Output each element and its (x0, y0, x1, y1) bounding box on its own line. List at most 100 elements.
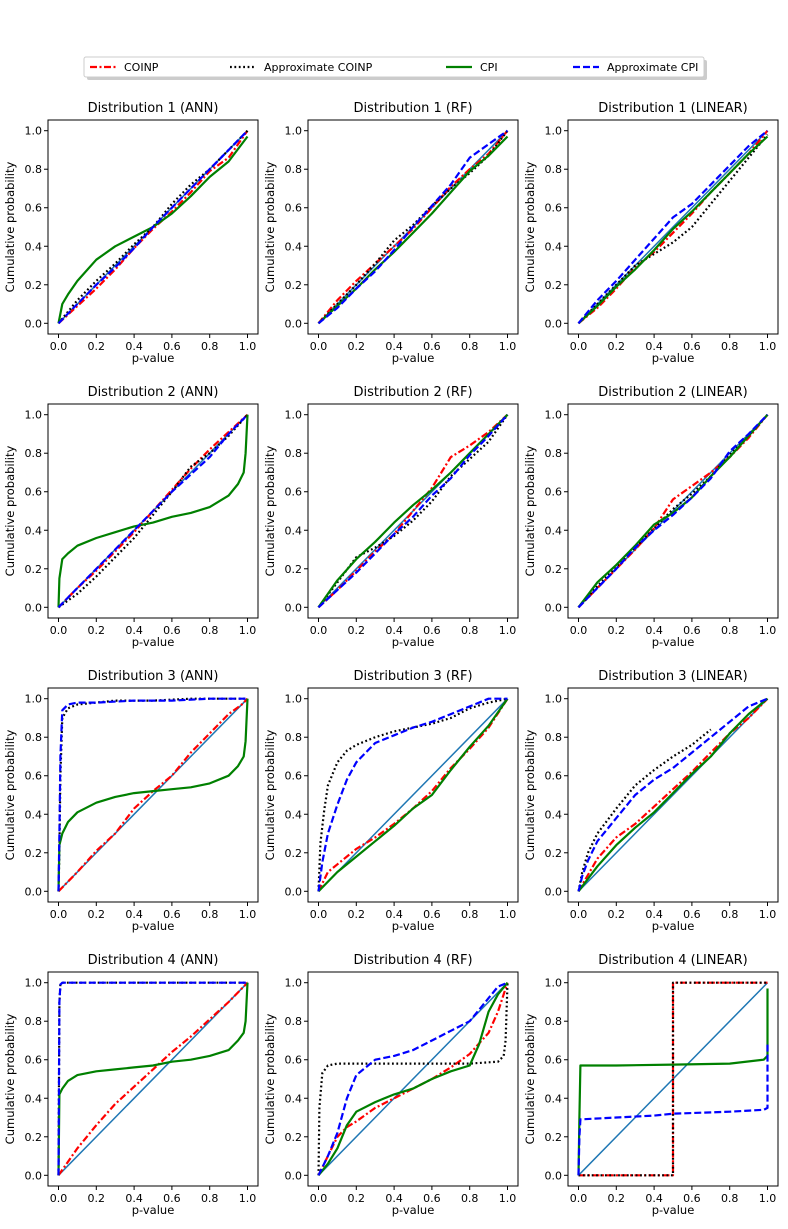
x-tick-label: 1.0 (499, 1192, 517, 1205)
series-line (577, 130, 769, 325)
x-tick-label: 0.6 (683, 1192, 701, 1205)
y-axis-label: Cumulative probability (3, 729, 17, 860)
y-tick-label: 0.0 (285, 885, 303, 898)
y-tick-label: 0.0 (285, 601, 303, 614)
y-tick-label: 0.8 (285, 1015, 303, 1028)
x-tick-label: 0.6 (683, 908, 701, 921)
x-tick-label: 1.0 (499, 624, 517, 637)
y-tick-label: 0.6 (25, 1054, 43, 1067)
chart-panel: 0.0 0.2 0.4 0.6 0.8 1.0 0.0 0.2 0.4 0.6 0.8 1.0 Dist… (3, 101, 259, 365)
y-tick-label: 0.8 (545, 731, 563, 744)
y-tick-label: 0.4 (25, 524, 43, 537)
y-tick-label: 0.0 (545, 1169, 563, 1182)
y-axis-label: Cumulative probability (523, 161, 537, 292)
y-tick-label: 0.0 (25, 601, 43, 614)
y-tick-label: 1.0 (545, 693, 563, 706)
y-tick-label: 0.6 (545, 202, 563, 215)
y-tick-label: 0.8 (545, 163, 563, 176)
x-tick-label: 0.6 (423, 908, 441, 921)
series-line (57, 697, 249, 893)
chart-title: Distribution 4 (LINEAR) (598, 953, 747, 968)
y-tick-label: 0.4 (545, 240, 563, 253)
axes-frame (567, 971, 779, 1187)
x-tick-label: 0.6 (163, 908, 181, 921)
y-tick-label: 0.4 (285, 808, 303, 821)
series-line (577, 697, 768, 892)
series-line (57, 981, 248, 1176)
y-tick-label: 0.0 (545, 317, 563, 330)
y-tick-label: 1.0 (285, 977, 303, 990)
series-line (317, 981, 508, 1176)
x-axis-label: p-value (652, 351, 695, 365)
series-line (578, 981, 768, 1177)
y-tick-label: 0.4 (25, 808, 43, 821)
x-tick-label: 0.2 (348, 624, 366, 637)
chart-panel: 0.0 0.2 0.4 0.6 0.8 1.0 0.0 0.2 0.4 0.6 0.8 1.0 Dist… (263, 385, 519, 649)
series-line (577, 728, 712, 892)
x-tick-label: 0.2 (348, 908, 366, 921)
reference-line (317, 982, 509, 1176)
x-tick-label: 0.6 (163, 624, 181, 637)
x-tick-label: 0.8 (721, 340, 739, 353)
x-tick-label: 1.0 (499, 340, 517, 353)
x-tick-label: 0.2 (608, 624, 626, 637)
x-tick-label: 0.2 (608, 1192, 626, 1205)
y-tick-label: 0.2 (25, 563, 43, 576)
x-axis-label: p-value (132, 919, 175, 933)
series-line (317, 982, 509, 1176)
y-tick-label: 0.6 (285, 486, 303, 499)
chart-title: Distribution 2 (LINEAR) (598, 385, 747, 400)
y-tick-label: 1.0 (25, 693, 43, 706)
x-tick-label: 0.0 (570, 908, 588, 921)
reference-line (317, 698, 509, 892)
y-axis-label: Cumulative probability (523, 729, 537, 860)
y-tick-label: 0.0 (25, 317, 43, 330)
y-tick-label: 0.4 (25, 1092, 43, 1105)
y-tick-label: 1.0 (285, 693, 303, 706)
y-tick-label: 0.0 (25, 885, 43, 898)
x-axis-label: p-value (652, 919, 695, 933)
y-tick-label: 0.8 (25, 731, 43, 744)
x-axis-label: p-value (392, 919, 435, 933)
x-tick-label: 0.6 (423, 624, 441, 637)
x-tick-label: 0.8 (721, 908, 739, 921)
x-tick-label: 1.0 (759, 624, 777, 637)
series-line (317, 413, 509, 609)
series-line (57, 413, 249, 609)
y-tick-label: 0.4 (545, 1092, 563, 1105)
series-line (577, 413, 769, 608)
y-tick-label: 0.6 (545, 770, 563, 783)
x-tick-label: 0.6 (163, 1192, 181, 1205)
y-tick-label: 0.6 (25, 202, 43, 215)
series-line (57, 981, 249, 1176)
chart-title: Distribution 3 (LINEAR) (598, 669, 747, 684)
x-tick-label: 0.2 (88, 340, 106, 353)
x-tick-label: 0.6 (683, 340, 701, 353)
y-tick-label: 0.6 (285, 202, 303, 215)
series-line (57, 698, 249, 892)
y-tick-label: 0.2 (285, 563, 303, 576)
chart-panel: 0.0 0.2 0.4 0.6 0.8 1.0 0.0 0.2 0.4 0.6 0.8 1.0 Dist… (3, 953, 259, 1217)
y-tick-label: 0.2 (545, 1131, 563, 1144)
series-line (57, 130, 249, 325)
x-tick-label: 0.4 (385, 908, 403, 921)
legend-frame (83, 56, 705, 78)
x-tick-label: 0.0 (50, 340, 68, 353)
y-tick-label: 0.4 (285, 240, 303, 253)
series-line (57, 413, 249, 609)
y-tick-label: 0.2 (25, 1131, 43, 1144)
x-tick-label: 0.4 (645, 908, 663, 921)
x-tick-label: 0.6 (423, 340, 441, 353)
x-tick-label: 1.0 (499, 908, 517, 921)
x-tick-label: 0.2 (348, 340, 366, 353)
x-tick-label: 1.0 (759, 340, 777, 353)
chart-title: Distribution 1 (RF) (353, 101, 472, 116)
x-tick-label: 0.8 (201, 908, 219, 921)
chart-title: Distribution 1 (LINEAR) (598, 101, 747, 116)
y-tick-label: 1.0 (285, 125, 303, 138)
chart-grid: 0.0 0.2 0.4 0.6 0.8 1.0 0.0 0.2 0.4 0.6 0.8 1.0 Dist… (3, 101, 779, 1217)
x-tick-label: 0.0 (50, 1192, 68, 1205)
x-tick-label: 0.4 (385, 340, 403, 353)
series-line (577, 135, 769, 325)
